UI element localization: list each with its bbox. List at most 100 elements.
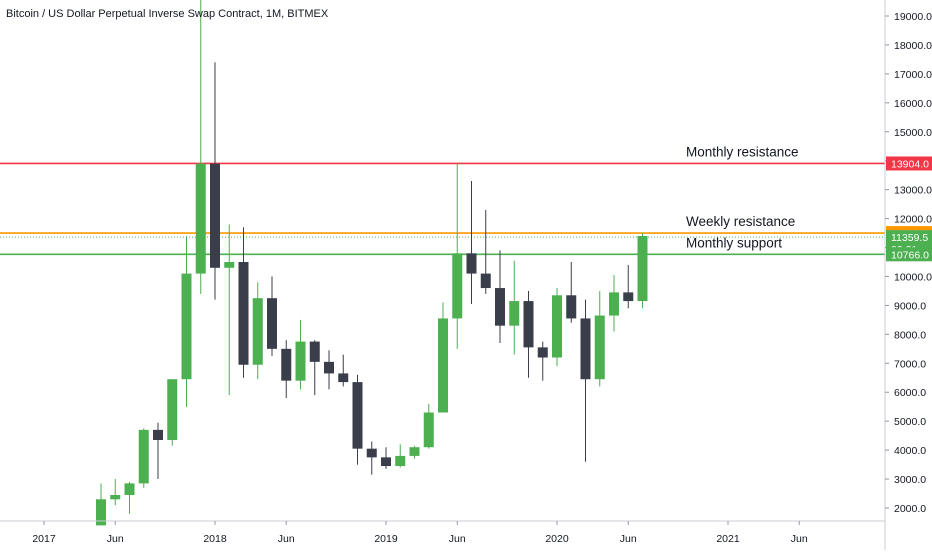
- candle-body: [466, 253, 477, 274]
- candle[interactable]: [409, 445, 420, 459]
- candle[interactable]: [566, 262, 577, 323]
- candle[interactable]: [195, 0, 206, 294]
- candle-body: [637, 235, 648, 302]
- y-tick-label: 9000.0: [894, 300, 926, 312]
- candle-body: [96, 499, 106, 526]
- x-tick-label: 2017: [32, 533, 56, 545]
- candle-body: [566, 295, 577, 319]
- y-tick-label: 12000.0: [894, 214, 932, 226]
- candle-body: [252, 298, 263, 365]
- candle[interactable]: [509, 260, 520, 355]
- candle-body: [309, 341, 320, 362]
- candle-body: [509, 301, 520, 326]
- candle[interactable]: [623, 264, 634, 309]
- candle[interactable]: [466, 180, 477, 304]
- candle[interactable]: [138, 428, 149, 488]
- candle[interactable]: [153, 422, 163, 480]
- candle-body: [395, 455, 406, 467]
- y-tick-label: 16000.0: [894, 98, 932, 110]
- candle[interactable]: [495, 250, 505, 344]
- candle[interactable]: [452, 163, 463, 349]
- candle-body: [623, 292, 634, 302]
- x-tick-label: Jun: [449, 533, 466, 545]
- candle-body: [224, 262, 235, 268]
- candle[interactable]: [167, 379, 178, 446]
- candle-body: [195, 163, 206, 274]
- candle[interactable]: [366, 441, 377, 475]
- candle[interactable]: [523, 290, 534, 378]
- candle-body: [452, 253, 463, 319]
- price-tag: [886, 247, 932, 262]
- candle[interactable]: [238, 227, 249, 378]
- y-tick-label: 2000.0: [894, 503, 926, 515]
- candle[interactable]: [381, 447, 391, 469]
- candle[interactable]: [252, 282, 263, 380]
- level-label: Weekly resistance: [686, 214, 795, 229]
- candle[interactable]: [395, 444, 406, 468]
- candle[interactable]: [438, 302, 448, 413]
- candle[interactable]: [309, 340, 320, 396]
- price-tag-label: 10766.0: [891, 249, 929, 261]
- candle[interactable]: [637, 233, 648, 309]
- y-tick-label: 3000.0: [894, 474, 926, 486]
- price-tag: [886, 230, 932, 245]
- x-tick-label: 2019: [374, 533, 398, 545]
- candle-body: [124, 483, 135, 495]
- candle-body: [210, 163, 220, 268]
- candle[interactable]: [594, 290, 605, 387]
- candle[interactable]: [124, 481, 135, 514]
- candle[interactable]: [181, 235, 192, 407]
- level-label: Monthly resistance: [686, 144, 799, 159]
- candle[interactable]: [609, 275, 619, 332]
- candle-body: [138, 429, 149, 484]
- candle-body: [153, 429, 163, 440]
- candle[interactable]: [423, 403, 434, 449]
- candle-body: [352, 382, 363, 449]
- candle-body: [523, 301, 534, 348]
- y-tick-label: 7000.0: [894, 358, 926, 370]
- y-tick-label: 13000.0: [894, 185, 932, 197]
- x-tick-label: Jun: [107, 533, 124, 545]
- candle[interactable]: [580, 299, 591, 462]
- price-tag: [886, 156, 932, 171]
- candle-body: [552, 295, 562, 358]
- candle[interactable]: [338, 354, 349, 387]
- candle[interactable]: [224, 224, 235, 396]
- candle-body: [409, 447, 420, 456]
- chart-title: Bitcoin / US Dollar Perpetual Inverse Sw…: [6, 8, 329, 20]
- x-tick-label: 2020: [545, 533, 569, 545]
- candle-body: [366, 448, 377, 458]
- candle[interactable]: [295, 319, 306, 390]
- candle[interactable]: [96, 483, 106, 526]
- y-tick-label: 5000.0: [894, 416, 926, 428]
- candle[interactable]: [281, 340, 292, 399]
- candle-body: [438, 318, 448, 413]
- y-tick-label: 15000.0: [894, 127, 932, 139]
- candle-body: [381, 457, 391, 467]
- y-tick-label: 6000.0: [894, 387, 926, 399]
- candle-body: [267, 298, 277, 349]
- candle-body: [167, 379, 178, 440]
- candle[interactable]: [110, 479, 121, 506]
- candle[interactable]: [267, 276, 277, 357]
- candle-body: [338, 373, 349, 383]
- price-tag-label: 11359.5: [891, 232, 928, 244]
- x-tick-label: Jun: [791, 533, 808, 545]
- level-label: Monthly support: [686, 235, 782, 250]
- candle-body: [495, 288, 505, 326]
- candle[interactable]: [537, 341, 548, 381]
- candle-body: [609, 292, 619, 316]
- candle[interactable]: [480, 209, 491, 294]
- y-tick-label: 8000.0: [894, 329, 926, 341]
- candle[interactable]: [324, 350, 334, 390]
- x-tick-label: 2018: [203, 533, 227, 545]
- candle[interactable]: [552, 288, 562, 367]
- candle[interactable]: [352, 374, 363, 465]
- y-tick-label: 17000.0: [894, 69, 932, 81]
- candle-body: [110, 494, 121, 500]
- candle[interactable]: [210, 62, 220, 300]
- candle-body: [594, 315, 605, 380]
- x-tick-label: 2021: [716, 533, 740, 545]
